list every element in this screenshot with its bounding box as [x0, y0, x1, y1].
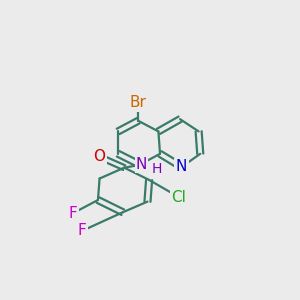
Text: F: F	[78, 223, 87, 238]
Text: N: N	[176, 160, 187, 175]
Text: Cl: Cl	[171, 190, 186, 205]
Text: O: O	[94, 149, 106, 164]
Text: H: H	[152, 162, 162, 176]
Text: Br: Br	[130, 95, 147, 110]
Text: N: N	[136, 157, 147, 172]
Text: F: F	[69, 206, 77, 221]
Text: #: #	[175, 160, 188, 175]
